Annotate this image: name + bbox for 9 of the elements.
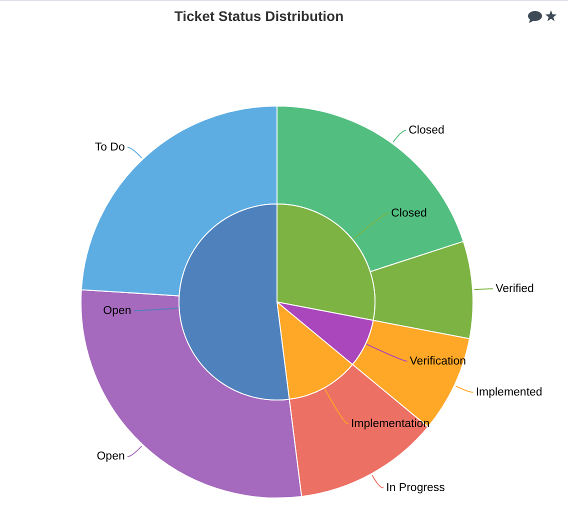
slice-label: In Progress: [386, 482, 446, 494]
slice-label: Open: [96, 450, 125, 463]
slice-label: Open: [103, 304, 132, 317]
slice-label: To Do: [94, 142, 125, 154]
slice-label: Verified: [496, 282, 534, 295]
slice-label: Implemented: [476, 386, 542, 398]
chart-title: Ticket Status Distribution: [173, 8, 345, 24]
slice-label: Closed: [391, 208, 427, 220]
slice-label: Closed: [408, 124, 444, 137]
